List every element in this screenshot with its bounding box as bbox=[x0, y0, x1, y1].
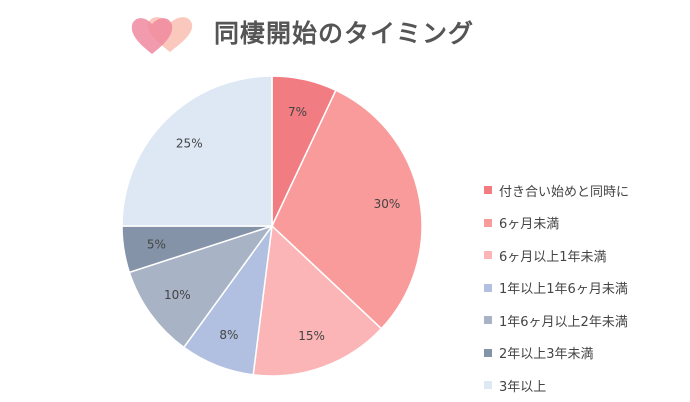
pie-slice-over-3-years bbox=[121, 75, 273, 227]
legend-label: 1年以上1年6ヶ月未満 bbox=[499, 282, 628, 298]
pie-slice-1-5-years-to-2-years bbox=[128, 224, 274, 349]
legend-item-under-6-months: 6ヶ月未満 bbox=[484, 207, 629, 240]
legend: 付き合い始めと同時に 6ヶ月未満 6ヶ月以上1年未満 1年以上1年6ヶ月未満 1年6ヶ月… bbox=[484, 174, 629, 402]
pie-labels: 7% 30% 15% 8% 10% 5% 25% bbox=[147, 105, 400, 343]
slice-label-6-months-to-1-year: 15% bbox=[298, 329, 325, 343]
slice-label-under-6-months: 30% bbox=[374, 197, 401, 211]
legend-label: 1年6ヶ月以上2年未満 bbox=[499, 314, 628, 330]
legend-swatch bbox=[484, 251, 492, 260]
legend-swatch bbox=[484, 186, 492, 195]
legend-item-from-start: 付き合い始めと同時に bbox=[484, 174, 629, 207]
pie-slices bbox=[121, 75, 423, 377]
legend-swatch bbox=[484, 316, 492, 325]
chart-title: 同棲開始のタイミング bbox=[214, 19, 475, 48]
legend-label: 6ヶ月未満 bbox=[499, 217, 560, 233]
slice-label-1-5-years-to-2-years: 10% bbox=[164, 288, 191, 302]
legend-swatch bbox=[484, 381, 492, 390]
slice-label-1-year-to-1-5-years: 8% bbox=[219, 328, 238, 342]
legend-label: 付き合い始めと同時に bbox=[499, 184, 630, 200]
pie-slice-under-6-months bbox=[271, 89, 423, 330]
legend-swatch bbox=[484, 283, 492, 292]
pie-slice-6-months-to-1-year bbox=[252, 224, 383, 377]
legend-item-1-year-to-1-5-years: 1年以上1年6ヶ月未満 bbox=[484, 272, 629, 305]
legend-label: 6ヶ月以上1年未満 bbox=[499, 249, 607, 265]
legend-label: 2年以上3年未満 bbox=[499, 347, 594, 363]
legend-item-6-months-to-1-year: 6ヶ月以上1年未満 bbox=[484, 239, 629, 272]
legend-swatch bbox=[484, 218, 492, 227]
legend-label: 3年以上 bbox=[499, 379, 547, 395]
slice-label-from-start: 7% bbox=[288, 105, 307, 119]
title-area: 同棲開始のタイミング bbox=[130, 8, 474, 56]
slice-label-over-3-years: 25% bbox=[176, 136, 203, 150]
legend-item-1-5-years-to-2-years: 1年6ヶ月以上2年未満 bbox=[484, 304, 629, 337]
legend-item-2-to-3-years: 2年以上3年未満 bbox=[484, 337, 629, 370]
slice-label-2-to-3-years: 5% bbox=[147, 237, 166, 251]
legend-swatch bbox=[484, 348, 492, 357]
legend-item-over-3-years: 3年以上 bbox=[484, 369, 629, 402]
hearts-icon bbox=[131, 17, 193, 54]
